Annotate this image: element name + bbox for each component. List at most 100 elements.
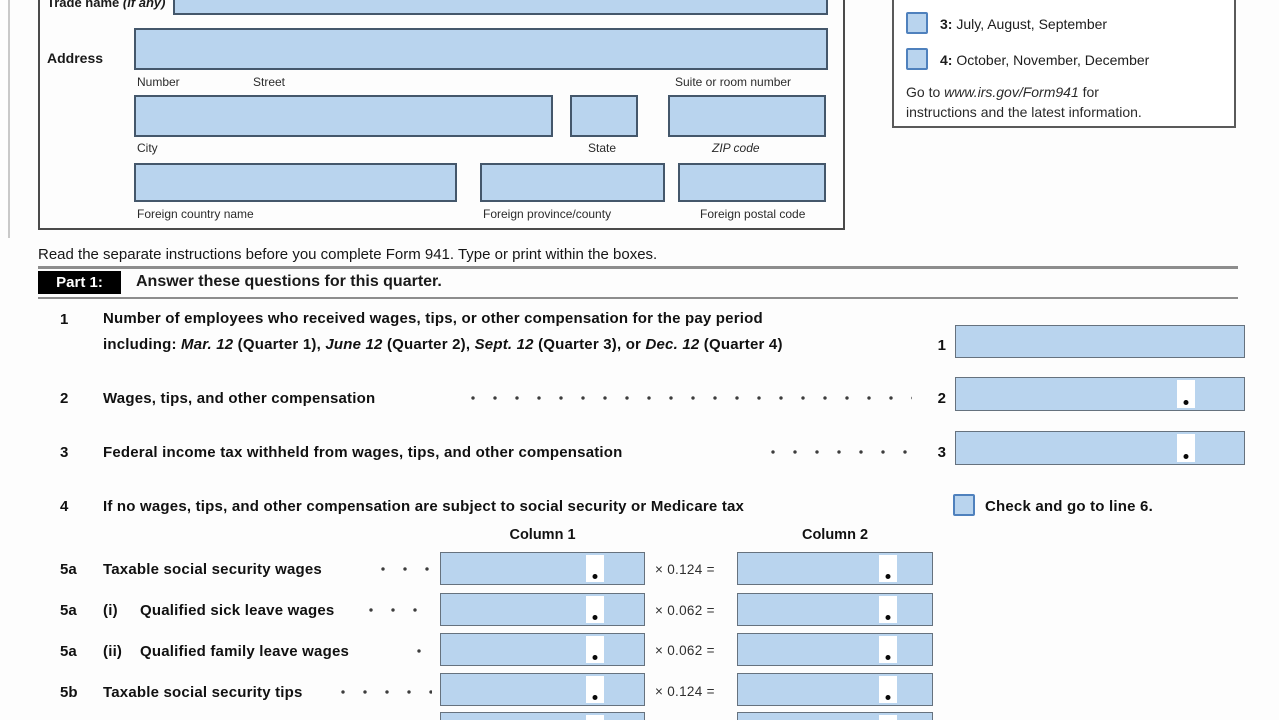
line5ai-number: 5a: [60, 602, 77, 619]
decimal-point-strip: [1177, 434, 1195, 462]
decimal-point-strip: [586, 715, 604, 720]
address-label: Address: [47, 50, 104, 66]
street-caption: Street: [253, 75, 286, 89]
decimal-point-strip: [879, 636, 897, 663]
line4-checkbox-label: Check and go to line 6.: [985, 498, 1153, 515]
decimal-point-strip: [879, 715, 897, 720]
column1-header: Column 1: [509, 527, 576, 543]
decimal-dot: [885, 695, 891, 700]
line1-text-row1: Number of employees who received wages, …: [103, 310, 763, 327]
decimal-point-strip: [879, 596, 897, 623]
employer-info-box: [38, 0, 845, 230]
read-instructions-text: Read the separate instructions before yo…: [38, 246, 658, 263]
decimal-point-strip: [1177, 380, 1195, 408]
line5a-col2-input[interactable]: [737, 552, 933, 585]
line3-text: Federal income tax withheld from wages, …: [103, 444, 623, 461]
line5b-col1-input[interactable]: [440, 673, 645, 706]
foreign-country-input[interactable]: [134, 163, 457, 202]
line5aii-col1-input[interactable]: [440, 633, 645, 666]
line5b-factor: × 0.124 =: [655, 684, 715, 699]
line4-text: If no wages, tips, and other compensatio…: [103, 498, 745, 515]
line5ai-factor: × 0.062 =: [655, 603, 715, 618]
state-input[interactable]: [570, 95, 638, 137]
part1-title: Answer these questions for this quarter.: [136, 273, 442, 290]
address-street-input[interactable]: [134, 28, 828, 70]
decimal-dot: [592, 574, 598, 579]
line5aii-text: Qualified family leave wages: [140, 643, 350, 660]
decimal-dot: [1183, 400, 1189, 405]
line2-amount-input[interactable]: [955, 377, 1245, 411]
decimal-dot: [1183, 454, 1189, 459]
decimal-point-strip: [586, 596, 604, 623]
line5b-number: 5b: [60, 684, 78, 701]
suite-caption: Suite or room number: [675, 75, 792, 89]
line1-text-row2: including: Mar. 12 (Quarter 1), June 12 …: [103, 336, 783, 353]
line3-number: 3: [60, 444, 69, 461]
part1-top-rule: [38, 266, 1238, 269]
decimal-dot: [592, 695, 598, 700]
foreign-province-input[interactable]: [480, 163, 665, 202]
line5c-col2-input[interactable]: [737, 712, 933, 720]
dot-leader: [332, 690, 432, 694]
decimal-point-strip: [586, 636, 604, 663]
dot-leader: [462, 396, 912, 400]
dot-leader: [408, 649, 432, 653]
line1-number: 1: [60, 311, 69, 328]
column2-header: Column 2: [801, 527, 869, 543]
line5aii-sub: (ii): [103, 643, 123, 660]
line2-number: 2: [60, 390, 69, 407]
zip-caption: ZIP code: [712, 141, 760, 155]
quarter-3-label: 3: July, August, September: [940, 16, 1107, 32]
quarter-3-number: 3:: [940, 16, 953, 32]
line1-box-number: 1: [937, 337, 946, 354]
line5c-col1-input[interactable]: [440, 712, 645, 720]
quarter-3-checkbox[interactable]: [906, 12, 928, 34]
decimal-point-strip: [586, 676, 604, 703]
decimal-point-strip: [879, 676, 897, 703]
goto-instructions-line1: Go to www.irs.gov/Form941 for: [906, 84, 1099, 100]
quarter-box: [892, 0, 1236, 128]
line4-number: 4: [60, 498, 69, 515]
trade-name-label: Trade name (if any): [47, 0, 166, 10]
quarter-4-label: 4: October, November, December: [940, 52, 1149, 68]
line5aii-col2-input[interactable]: [737, 633, 933, 666]
decimal-point-strip: [879, 555, 897, 582]
decimal-point-strip: [586, 555, 604, 582]
line5ai-col1-input[interactable]: [440, 593, 645, 626]
line5b-col2-input[interactable]: [737, 673, 933, 706]
line5aii-number: 5a: [60, 643, 77, 660]
line5a-factor: × 0.124 =: [655, 562, 715, 577]
decimal-dot: [885, 655, 891, 660]
foreign-country-caption: Foreign country name: [137, 207, 254, 221]
line5aii-factor: × 0.062 =: [655, 643, 715, 658]
line3-amount-input[interactable]: [955, 431, 1245, 465]
zip-input[interactable]: [668, 95, 826, 137]
line5a-number: 5a: [60, 561, 77, 578]
line5b-text: Taxable social security tips: [103, 684, 303, 701]
foreign-postal-input[interactable]: [678, 163, 826, 202]
quarter-4-number: 4:: [940, 52, 953, 68]
decimal-dot: [592, 655, 598, 660]
line5ai-col2-input[interactable]: [737, 593, 933, 626]
line2-text: Wages, tips, and other compensation: [103, 390, 376, 407]
quarter-4-checkbox[interactable]: [906, 48, 928, 70]
line5a-col1-input[interactable]: [440, 552, 645, 585]
goto-instructions-line2: instructions and the latest information.: [906, 104, 1142, 120]
line3-box-number: 3: [937, 444, 946, 461]
dot-leader: [372, 567, 432, 571]
line1-amount-input[interactable]: [955, 325, 1245, 358]
city-caption: City: [137, 141, 158, 155]
city-input[interactable]: [134, 95, 553, 137]
line5ai-text: Qualified sick leave wages: [140, 602, 335, 619]
line5ai-sub: (i): [103, 602, 118, 619]
quarter-3-months: July, August, September: [952, 16, 1108, 32]
number-caption: Number: [137, 75, 180, 89]
trade-name-input[interactable]: [173, 0, 828, 15]
line5a-text: Taxable social security wages: [103, 561, 322, 578]
line4-checkbox[interactable]: [953, 494, 975, 516]
decimal-dot: [885, 574, 891, 579]
page-edge-line: [8, 0, 10, 238]
dot-leader: [360, 608, 432, 612]
decimal-dot: [885, 615, 891, 620]
